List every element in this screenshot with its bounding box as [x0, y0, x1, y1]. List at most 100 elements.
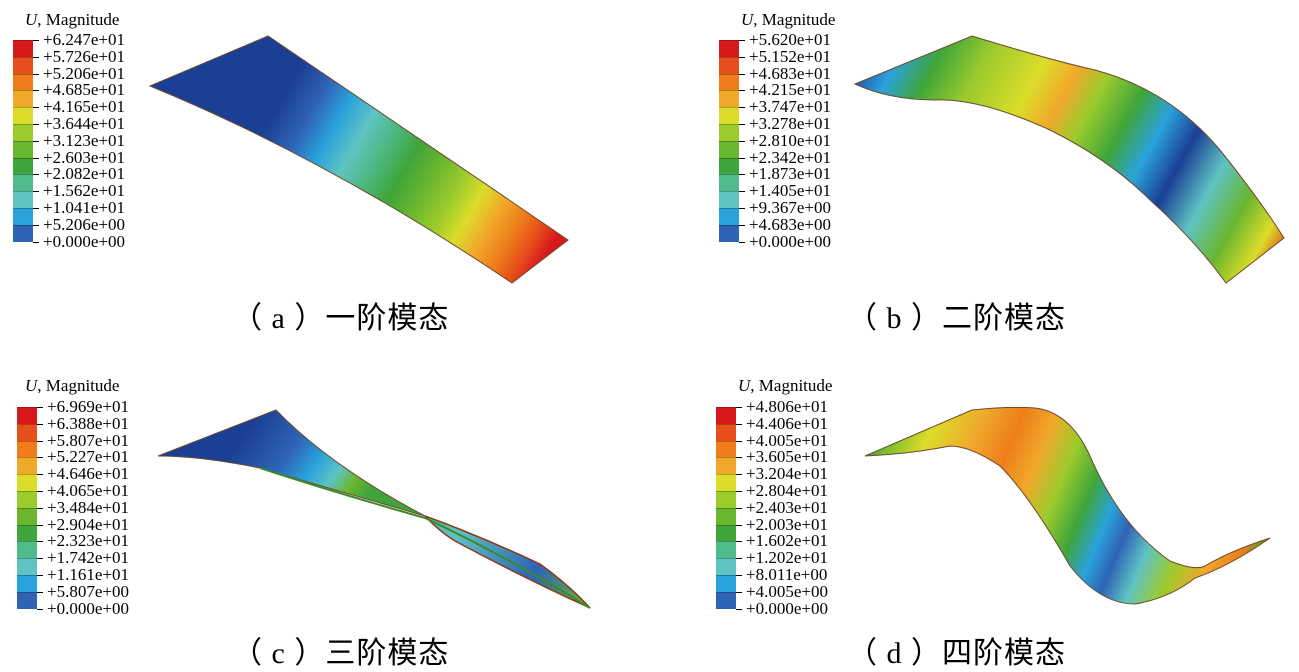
legend-swatch: [13, 224, 33, 242]
legend-tick: [33, 107, 39, 109]
legend-value: +5.726e+01: [43, 46, 125, 66]
legend-value: +4.646e+01: [47, 464, 129, 484]
legend-value: +5.227e+01: [47, 447, 129, 467]
legend-value: +6.969e+01: [47, 397, 129, 416]
legend-tick: [736, 507, 742, 509]
legend-tick: [37, 407, 43, 408]
legend-swatch: [13, 40, 33, 57]
legend-value: +0.000e+00: [47, 598, 129, 618]
legend-value: +0.000e+00: [749, 231, 831, 251]
legend-value: +1.202e+01: [746, 548, 828, 568]
legend-tick: [736, 524, 742, 526]
legend-swatch: [719, 174, 739, 192]
legend-value: +4.165e+01: [43, 97, 125, 117]
legend-swatch: [17, 474, 37, 491]
legend-tick: [37, 457, 43, 459]
legend-swatch: [719, 140, 739, 158]
legend-swatch: [719, 90, 739, 108]
legend-value: +5.206e+00: [43, 214, 125, 234]
legend-swatch: [13, 124, 33, 141]
legend-tick: [33, 90, 39, 92]
mode-shape-a: [148, 35, 569, 284]
mode-panel-c: U, Magnitude +6.969e+01 +6.388e+01 +5.807e…: [0, 336, 649, 671]
legend-tick: [739, 40, 745, 41]
legend-value: +2.603e+01: [43, 147, 125, 167]
legend-value: +1.873e+01: [749, 164, 831, 184]
legend-tick: [739, 208, 745, 209]
legend-value: +4.683e+01: [749, 63, 831, 83]
legend-value: +5.152e+01: [749, 46, 831, 66]
legend-value: +3.747e+01: [749, 97, 831, 117]
legend-tick: [736, 591, 742, 593]
legend-tick: [736, 457, 742, 459]
legend-tick: [37, 608, 43, 610]
legend-swatch: [719, 124, 739, 141]
legend-tick: [33, 140, 39, 142]
caption-a: （ a ）一阶模态: [232, 302, 450, 335]
legend-tick: [736, 474, 742, 476]
legend-value: +3.484e+01: [47, 497, 129, 517]
legend-tick: [739, 56, 745, 58]
mode-shape-b: [853, 35, 1285, 284]
legend-swatch: [13, 56, 33, 74]
mode-shape-d: [864, 406, 1271, 605]
legend-tick: [739, 107, 745, 109]
legend-tick: [736, 558, 742, 560]
legend-swatch: [716, 440, 736, 458]
legend-tick: [739, 124, 745, 125]
legend-value: +4.683e+00: [749, 214, 831, 234]
legend-tick: [33, 191, 39, 193]
legend-tick: [33, 56, 39, 58]
legend-tick: [739, 90, 745, 92]
legend-value: +2.082e+01: [43, 164, 125, 184]
caption-b: （ b ）二阶模态: [847, 302, 1066, 335]
legend-tick: [33, 208, 39, 209]
legend-value: +1.562e+01: [43, 181, 125, 201]
legend-tick: [739, 140, 745, 142]
legend-swatch: [716, 541, 736, 559]
legend-swatch: [17, 407, 37, 424]
legend-swatch: [17, 558, 37, 575]
legend-swatch: [716, 491, 736, 508]
legend-tick: [37, 591, 43, 593]
legend-value: +2.804e+01: [746, 481, 828, 500]
legend-swatch: [719, 56, 739, 74]
legend-swatch: [17, 457, 37, 475]
legend-tick: [33, 40, 39, 41]
legend-value: +5.206e+01: [43, 63, 125, 83]
legend-tick: [33, 174, 39, 176]
legend-tick: [37, 491, 43, 492]
legend-swatch: [716, 457, 736, 475]
legend-value: +3.278e+01: [749, 114, 831, 133]
legend-value: +8.011e+00: [746, 565, 828, 584]
legend-title: U, Magnitude: [25, 376, 120, 395]
legend-value: +3.204e+01: [746, 464, 828, 484]
legend-swatch: [716, 575, 736, 592]
legend-value: +5.807e+00: [47, 581, 129, 601]
legend-swatch: [13, 90, 33, 108]
legend-value: +9.367e+00: [749, 198, 831, 217]
legend-value: +1.041e+01: [43, 198, 125, 217]
legend-tick: [33, 241, 39, 243]
legend-tick: [37, 423, 43, 425]
legend-swatch: [716, 558, 736, 575]
legend-value: +3.123e+01: [43, 130, 125, 150]
legend-tick: [33, 157, 39, 159]
mode-shape-c: [157, 409, 591, 609]
legend-tick: [739, 157, 745, 159]
legend-value: +0.000e+00: [746, 598, 828, 618]
legend-value: +2.003e+01: [746, 514, 828, 534]
legend-value: +4.065e+01: [47, 481, 129, 500]
legend-value: +2.810e+01: [749, 130, 831, 150]
legend-tick: [736, 407, 742, 408]
legend-value: +6.247e+01: [43, 30, 125, 49]
legend-tick: [37, 440, 43, 442]
legend-value: +2.323e+01: [47, 531, 129, 551]
legend-tick: [37, 575, 43, 576]
legend-tick: [736, 440, 742, 442]
legend-value: +2.342e+01: [749, 147, 831, 167]
legend-swatch: [719, 208, 739, 225]
legend-swatch: [716, 524, 736, 542]
legend-swatch: [17, 507, 37, 525]
legend-tick: [739, 241, 745, 243]
